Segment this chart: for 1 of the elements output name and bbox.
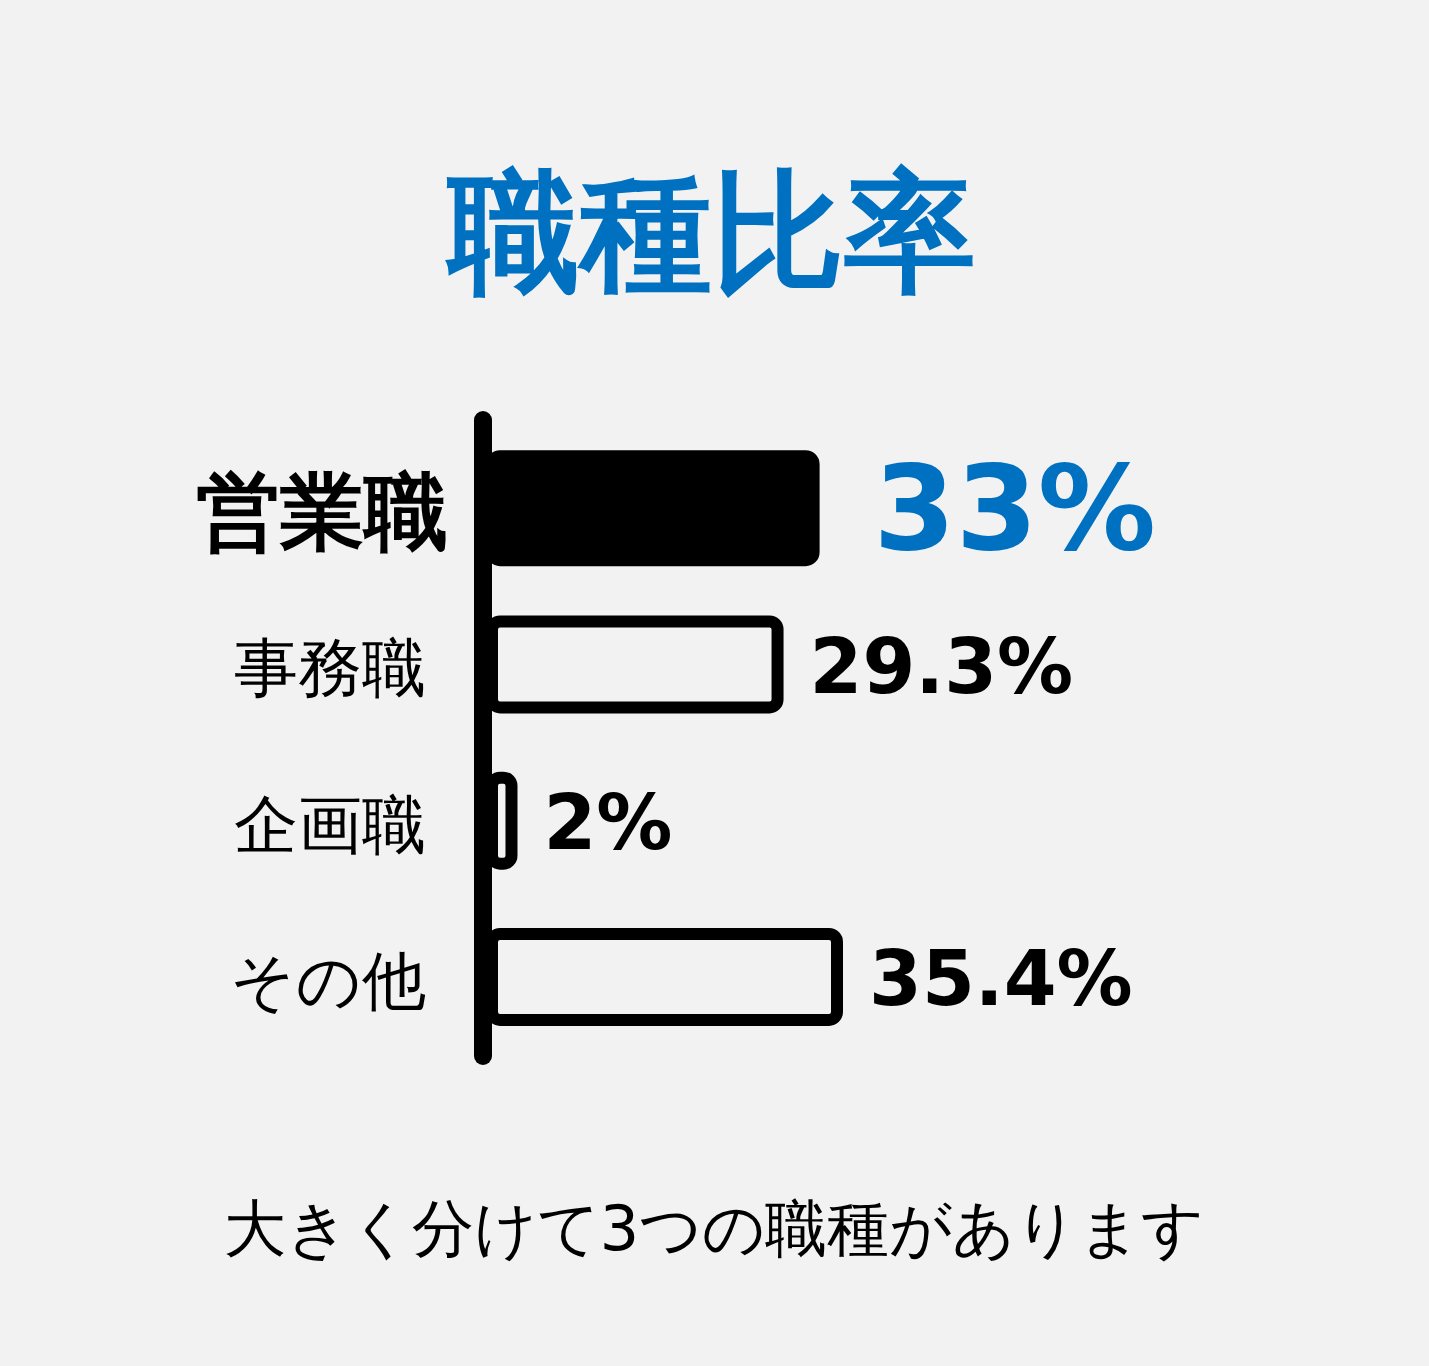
annotation: 大きく分けて3つの職種があります [223,1191,1205,1265]
